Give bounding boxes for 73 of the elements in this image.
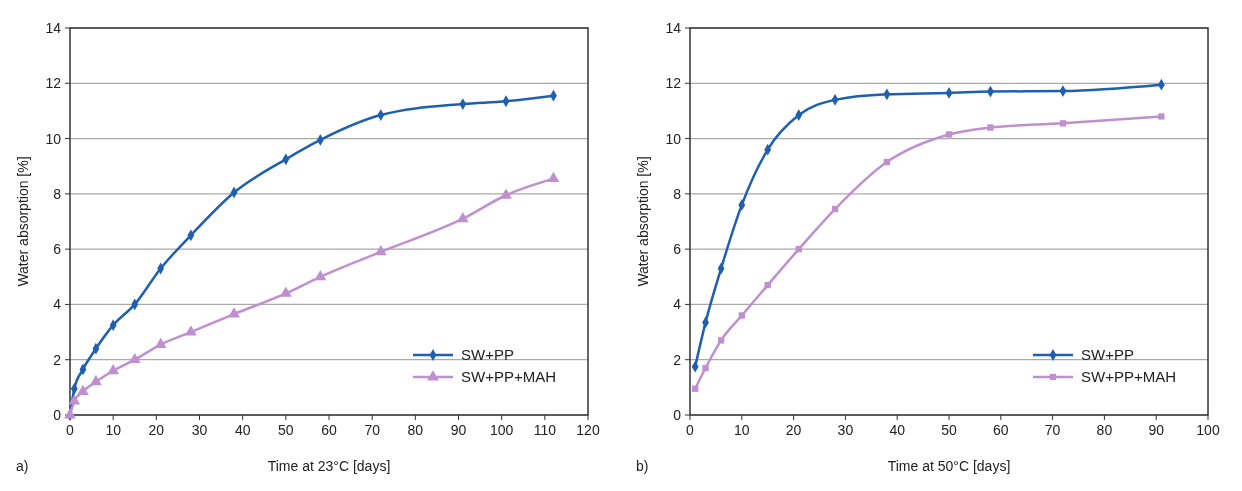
point (987, 124, 994, 131)
y-tick-label: 2 (53, 351, 62, 368)
point (374, 245, 387, 256)
y-tick-label: 2 (673, 351, 682, 368)
x-tick-label: 0 (686, 422, 695, 438)
x-tick-label: 30 (837, 422, 854, 438)
point (1059, 120, 1067, 127)
point (717, 337, 725, 344)
point (945, 131, 953, 138)
y-tick-label: 8 (673, 185, 682, 202)
legend-label: SW+PP+MAH (1081, 368, 1177, 385)
x-tick-label: 20 (148, 422, 165, 438)
y-tick-label: 6 (673, 241, 682, 258)
legend-label: SW+PP (461, 346, 514, 363)
y-tick-label: 4 (53, 296, 62, 313)
x-tick-label: 100 (1196, 422, 1220, 438)
y-tick-label: 12 (45, 75, 62, 92)
x-axis-title: Time at 23°C [days] (267, 458, 391, 474)
x-tick-label: 70 (1044, 422, 1061, 438)
y-tick-label: 10 (665, 130, 682, 147)
x-tick-label: 100 (489, 422, 514, 438)
point (692, 385, 699, 392)
x-tick-label: 70 (364, 422, 381, 438)
y-axis-title: Water absorption [%] (15, 156, 31, 287)
y-tick-label: 0 (673, 407, 682, 423)
y-tick-label: 0 (53, 407, 62, 423)
x-tick-label: 20 (785, 422, 802, 438)
legend-label: SW+PP (1081, 346, 1134, 363)
point (456, 211, 469, 223)
x-tick-label: 80 (407, 422, 424, 438)
y-tick-label: 8 (53, 185, 62, 202)
text: a) (16, 458, 29, 474)
x-tick-label: 40 (889, 422, 906, 438)
y-tick-label: 14 (45, 20, 62, 36)
x-tick-label: 30 (191, 422, 208, 438)
point (77, 384, 89, 395)
point (228, 307, 240, 318)
point (1158, 113, 1165, 120)
point (107, 363, 120, 375)
x-tick-label: 80 (1096, 422, 1113, 438)
x-tick-label: 10 (734, 422, 750, 438)
y-tick-label: 12 (665, 75, 682, 92)
y-tick-label: 4 (673, 296, 682, 313)
x-tick-label: 90 (1148, 422, 1165, 438)
point (184, 325, 197, 336)
x-tick-label: 50 (941, 422, 957, 438)
x-tick-label: 60 (321, 422, 337, 438)
point (795, 245, 802, 253)
x-tick-label: 110 (533, 422, 557, 438)
x-tick-label: 0 (66, 422, 75, 438)
point (547, 171, 560, 183)
x-tick-label: 40 (234, 422, 251, 438)
point (314, 269, 327, 281)
text: b) (636, 458, 649, 474)
y-axis-title: Water absorption [%] (635, 156, 651, 287)
y-tick-label: 14 (665, 20, 682, 36)
y-tick-label: 10 (45, 130, 62, 147)
y-tick-label: 6 (53, 241, 62, 258)
x-tick-label: 90 (450, 422, 467, 438)
x-tick-label: 10 (105, 422, 122, 438)
x-axis-title: Time at 50°C [days] (887, 458, 1011, 474)
point (702, 364, 709, 372)
point (738, 312, 745, 319)
legend-label: SW+PP+MAH (461, 368, 557, 385)
point (68, 394, 81, 405)
x-tick-label: 120 (576, 422, 600, 438)
point (500, 188, 512, 199)
point (90, 375, 102, 386)
x-tick-label: 60 (993, 422, 1009, 438)
point (883, 158, 890, 166)
point (764, 281, 771, 289)
point (831, 205, 839, 213)
x-tick-label: 50 (278, 422, 294, 438)
